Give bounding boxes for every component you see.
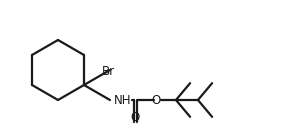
Text: Br: Br <box>102 65 115 78</box>
Text: O: O <box>131 111 140 124</box>
Text: O: O <box>151 94 161 107</box>
Text: NH: NH <box>114 94 131 107</box>
